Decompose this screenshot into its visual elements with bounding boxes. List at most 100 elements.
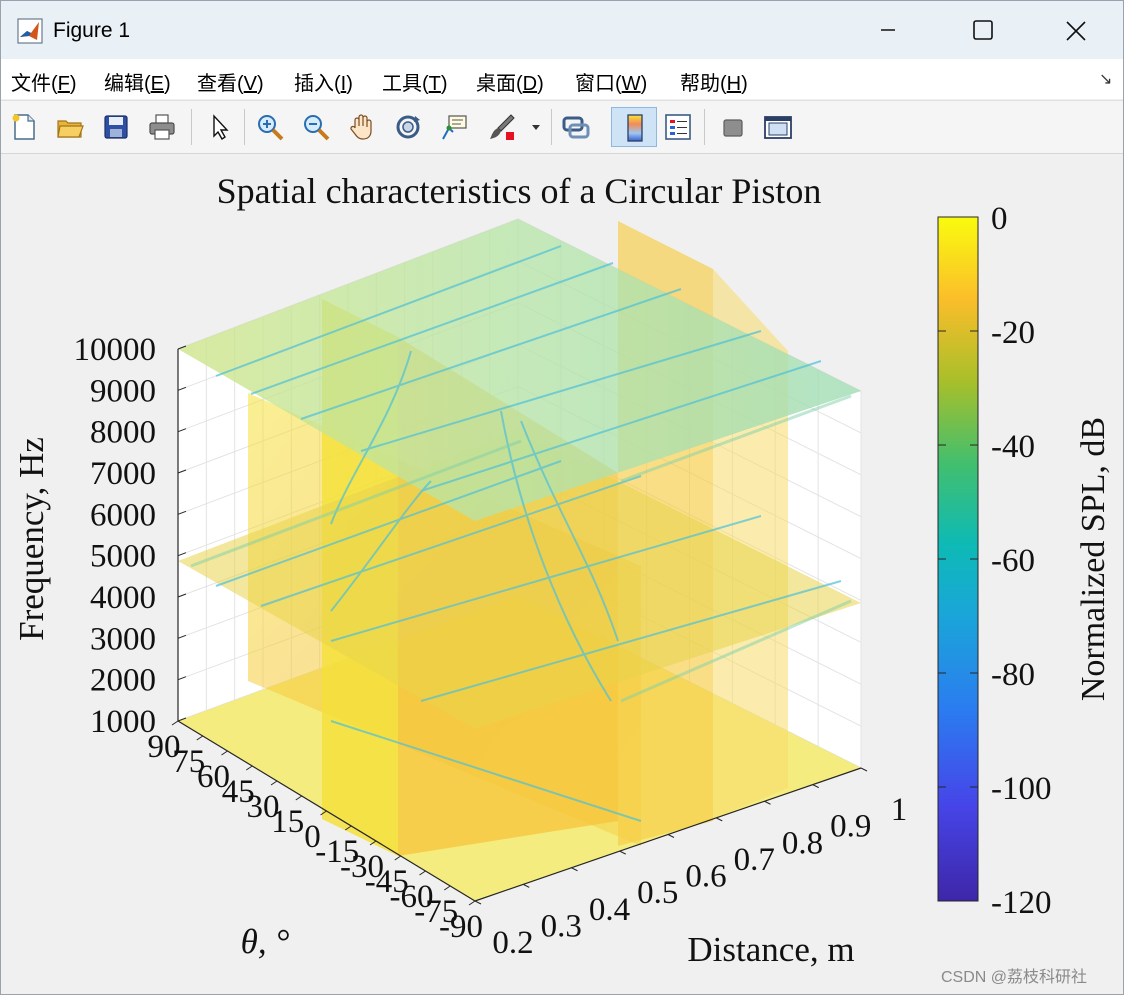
rotate-3d-button[interactable] (389, 107, 427, 147)
insert-legend-button[interactable] (659, 107, 697, 147)
save-icon (104, 115, 128, 139)
theta-tick-label: -60 (390, 879, 434, 915)
distance-tick-label: 0.3 (541, 908, 582, 944)
distance-tick-label: 0.8 (782, 825, 823, 861)
z-tick-label: 6000 (90, 497, 156, 533)
z-axis-label: Frequency, Hz (12, 437, 51, 641)
colorbar-ticks: 0 -20 -40 -60 -80 -100 -120 (938, 201, 1052, 921)
menu-insert[interactable]: 插入(I) (294, 73, 353, 95)
open-file-icon (57, 120, 84, 138)
link-plot-button[interactable] (557, 107, 595, 147)
colorbar-tick-label: -20 (991, 315, 1035, 351)
theta-tick-label: 75 (172, 744, 205, 780)
theta-tick-label: -90 (439, 909, 483, 945)
volume-slices (178, 219, 861, 901)
insert-colorbar-button[interactable] (611, 107, 657, 147)
save-button[interactable] (97, 107, 135, 147)
toolbar-separator (551, 109, 552, 145)
plot-title: Spatial characteristics of a Circular Pi… (217, 171, 822, 211)
pan-button[interactable] (343, 107, 381, 147)
figure-toolbar (1, 100, 1123, 154)
menu-tools[interactable]: 工具(T) (382, 73, 448, 95)
distance-axis-ticks: 0.2 0.3 0.4 0.5 0.6 0.7 0.8 0.9 1 (474, 767, 908, 961)
menu-file[interactable]: 文件(F) (11, 73, 77, 95)
plot-canvas[interactable]: 1000200030004000500060007000800090001000… (1, 153, 1123, 994)
toolbar-separator (191, 109, 192, 145)
theta-tick-label: 60 (197, 759, 230, 795)
menu-bar: 文件(F) 编辑(E) 查看(V) 插入(I) 工具(T) 桌面(D) 窗口(W… (1, 59, 1123, 99)
colorbar-tick-label: -40 (991, 429, 1035, 465)
toolbar-separator (244, 109, 245, 145)
select-button[interactable] (200, 107, 238, 147)
z-axis-ticks: 1000 2000 3000 4000 5000 6000 7000 8000 9000 1000… (74, 332, 187, 740)
theta-tick-label: -45 (365, 864, 409, 900)
arrow-down-right-icon[interactable]: ↘ (1099, 71, 1113, 88)
theta-tick-label: 45 (222, 774, 255, 810)
toolbar-separator (704, 109, 705, 145)
colorbar-icon (627, 114, 643, 142)
data-cursor-icon (442, 115, 467, 140)
z-tick-label: 7000 (90, 456, 156, 492)
new-figure-icon (12, 114, 35, 140)
legend-icon (665, 114, 691, 140)
menu-help[interactable]: 帮助(H) (680, 73, 748, 95)
menu-edit[interactable]: 编辑(E) (104, 73, 171, 95)
menu-desktop[interactable]: 桌面(D) (476, 73, 544, 95)
new-figure-button[interactable] (5, 107, 43, 147)
theta-tick-label: 0 (304, 819, 321, 855)
theta-tick-label: 15 (271, 804, 304, 840)
minimize-button[interactable] (843, 1, 933, 59)
distance-tick-label: 0.5 (637, 875, 678, 911)
maximize-button[interactable] (935, 1, 1025, 59)
zoom-in-button[interactable] (251, 107, 289, 147)
print-icon (149, 114, 175, 140)
z-tick-label: 4000 (90, 580, 156, 616)
colorbar-tick-label: -120 (991, 885, 1052, 921)
menu-view[interactable]: 查看(V) (197, 73, 264, 95)
z-tick-label: 5000 (90, 539, 156, 575)
distance-tick-label: 0.2 (492, 925, 533, 961)
watermark: CSDN @荔枝科研社 (941, 969, 1088, 986)
x-axis-label: Distance, m (687, 930, 854, 969)
open-file-button[interactable] (51, 107, 89, 147)
zoom-out-icon (304, 115, 330, 141)
z-tick-label: 9000 (90, 373, 156, 409)
theta-tick-label: 90 (148, 729, 181, 765)
show-plot-tools-button[interactable] (759, 107, 797, 147)
brush-button[interactable] (483, 107, 521, 147)
colorbar-tick-label: -100 (991, 771, 1052, 807)
colorbar-label: Normalized SPL, dB (1075, 417, 1112, 701)
dock-figure-icon (764, 116, 792, 139)
hide-plot-tools-button[interactable] (714, 107, 752, 147)
colorbar[interactable]: 0 -20 -40 -60 -80 -100 -120 Normalized SPL, dB (937, 201, 1112, 921)
zoom-out-button[interactable] (297, 107, 335, 147)
distance-tick-label: 1 (891, 792, 908, 828)
theta-tick-label: -30 (340, 849, 384, 885)
y-axis-label: θ, ° (241, 922, 290, 961)
colorbar-tick-label: -80 (991, 657, 1035, 693)
close-button[interactable] (1029, 1, 1119, 59)
theta-tick-label: 30 (247, 789, 280, 825)
z-tick-label: 8000 (90, 415, 156, 451)
title-bar: Figure 1 (1, 1, 1123, 59)
distance-tick-label: 0.4 (589, 892, 630, 928)
theta-tick-label: -75 (414, 894, 458, 930)
pan-hand-icon (350, 114, 372, 140)
data-cursor-button[interactable] (435, 107, 473, 147)
distance-tick-label: 0.9 (830, 809, 871, 845)
link-plot-icon (562, 116, 590, 139)
z-tick-label: 10000 (74, 332, 157, 368)
menu-window[interactable]: 窗口(W) (575, 73, 648, 95)
brush-dropdown-button[interactable] (525, 107, 545, 147)
close-icon (1066, 21, 1086, 41)
select-arrow-icon (213, 114, 229, 140)
z-tick-label: 1000 (90, 704, 156, 740)
z-tick-label: 3000 (90, 621, 156, 657)
window-title: Figure 1 (53, 19, 131, 42)
minimize-icon (881, 29, 895, 31)
brush-icon (490, 114, 515, 140)
distance-tick-label: 0.6 (685, 859, 726, 895)
maximize-icon (973, 20, 993, 40)
print-button[interactable] (143, 107, 181, 147)
